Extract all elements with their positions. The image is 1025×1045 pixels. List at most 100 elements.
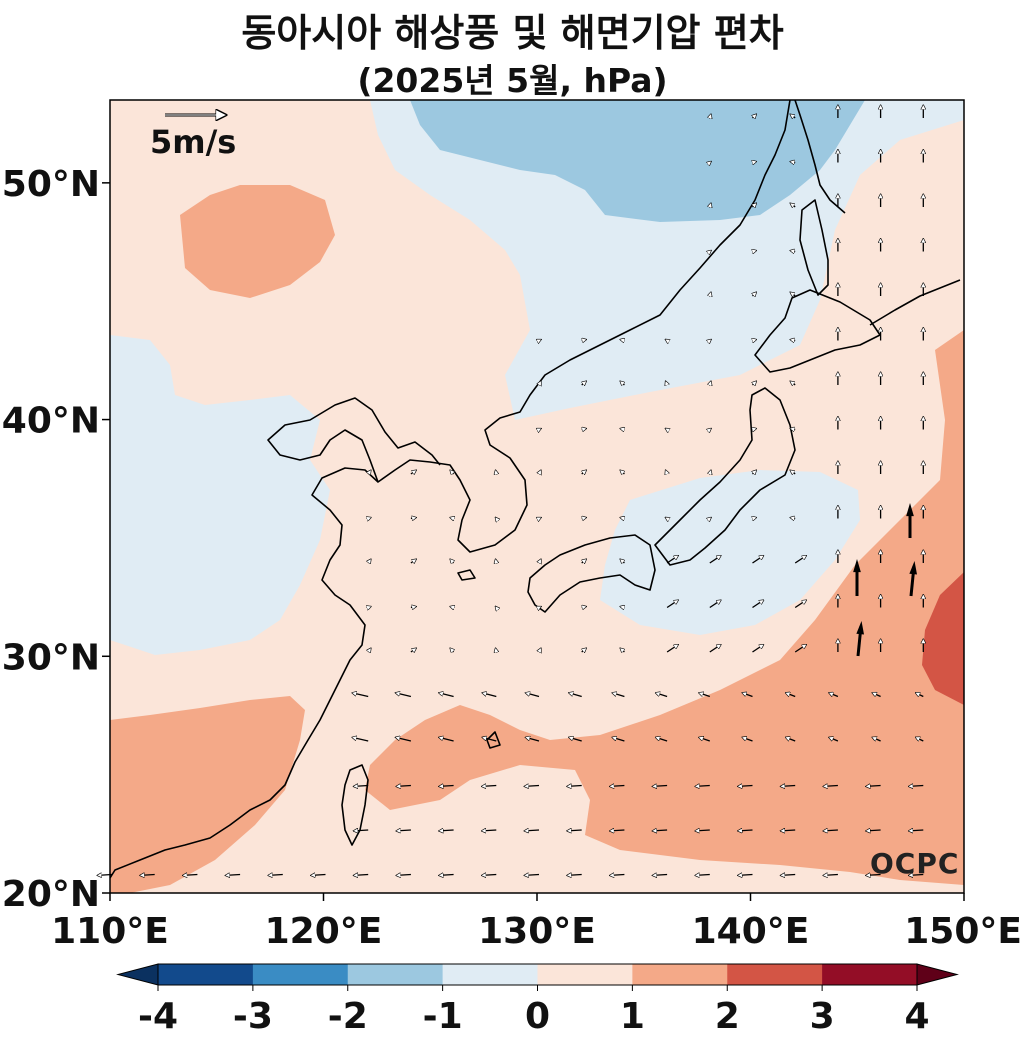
wind-vector <box>582 429 586 430</box>
wind-vector <box>752 600 764 609</box>
wind-vector <box>753 470 757 474</box>
wind-vector <box>582 559 586 563</box>
wind-vector <box>710 251 711 252</box>
wind-vector <box>620 381 624 385</box>
colorbar-label: -2 <box>328 996 368 1037</box>
ocpc-logo: OCPC <box>870 847 959 880</box>
colorbar-swatch <box>537 964 633 985</box>
wind-vector <box>753 429 757 430</box>
wind-vector <box>709 645 721 653</box>
wind-vector <box>794 600 806 609</box>
wind-vector <box>140 875 155 876</box>
wind-vectors <box>98 105 924 875</box>
x-tick-label: 140°E <box>692 911 810 952</box>
wind-vector <box>582 518 586 519</box>
wind-vector <box>794 556 806 564</box>
x-tick-label: 150°E <box>904 911 1022 952</box>
wind-vector <box>620 559 624 563</box>
wind-vector <box>824 875 838 876</box>
wind-vector <box>482 693 497 698</box>
wind-vector <box>354 786 369 787</box>
wind-vector <box>368 559 371 563</box>
wind-vector <box>666 556 678 564</box>
map-title: 동아시아 해상풍 및 해면기압 편차 <box>241 11 784 55</box>
wind-vector <box>610 830 625 831</box>
wind-vector <box>439 830 454 831</box>
wind-vector <box>873 737 881 742</box>
colorbar-over-extend <box>916 963 959 986</box>
wind-vector <box>824 786 838 787</box>
wind-vector <box>496 559 497 563</box>
wind-vector <box>496 648 497 652</box>
wind-vector <box>738 875 753 876</box>
wind-vector <box>567 786 582 787</box>
wind-vector <box>620 518 624 519</box>
coast-sakhalin <box>799 199 829 296</box>
wind-vector <box>709 600 721 609</box>
wind-vector <box>582 340 586 341</box>
wind-vector <box>582 607 586 608</box>
wind-vector <box>525 830 540 831</box>
wind-vector <box>791 292 796 296</box>
wind-vector <box>354 830 369 831</box>
wind-vector <box>368 470 371 474</box>
wind-vector <box>482 875 497 876</box>
positive-region-southchina <box>110 696 305 893</box>
wind-vector <box>620 607 624 608</box>
wind-vector <box>582 648 586 652</box>
wind-vector <box>656 693 668 698</box>
x-tick-label: 130°E <box>478 911 596 952</box>
wind-vector <box>656 737 668 742</box>
wind-vector <box>856 625 863 657</box>
colorbar-swatch <box>442 964 538 985</box>
coast-hokkaido <box>754 289 881 373</box>
wind-vector <box>450 518 453 519</box>
wind-vector <box>567 875 582 876</box>
wind-vector <box>450 470 453 474</box>
map-subtitle: (2025년 5월, hPa) <box>357 61 668 100</box>
reference-vector: 5m/s <box>150 115 236 161</box>
wind-vector <box>791 114 796 118</box>
y-tick-label: 30°N <box>2 637 100 678</box>
y-tick-label: 40°N <box>2 401 100 442</box>
wind-vector <box>569 693 582 698</box>
wind-vector <box>753 162 757 163</box>
wind-vector <box>710 470 711 474</box>
coast-kurils <box>869 279 961 326</box>
colorbar-label: -1 <box>423 996 463 1037</box>
colorbar-label: 1 <box>620 996 645 1037</box>
wind-vector <box>653 875 668 876</box>
wind-vector <box>753 518 757 519</box>
positive2-region-pacific <box>922 572 964 705</box>
wind-vector <box>695 875 710 876</box>
wind-vector <box>397 786 411 787</box>
colorbar-swatch <box>822 964 918 985</box>
wind-vector <box>753 114 757 118</box>
wind-vector <box>368 518 371 519</box>
wind-vector <box>539 429 541 430</box>
wind-vector <box>482 786 497 787</box>
wind-vector <box>525 875 540 876</box>
wind-vector <box>710 340 711 341</box>
colorbar-label: -3 <box>233 996 273 1037</box>
wind-vector <box>539 381 541 385</box>
wind-vector <box>620 429 624 430</box>
colorbar-swatch <box>347 964 444 985</box>
wind-vector <box>410 518 416 519</box>
wind-vector <box>525 786 540 787</box>
negative2-region-north <box>410 100 865 222</box>
wind-vector <box>791 203 796 207</box>
anomaly-field <box>110 100 964 893</box>
wind-vector <box>753 251 757 252</box>
wind-vector <box>753 381 757 385</box>
wind-vector <box>710 381 711 385</box>
wind-vector <box>439 786 454 787</box>
wind-vector <box>397 830 411 831</box>
wind-vector <box>496 518 497 519</box>
wind-vector <box>410 648 416 652</box>
wind-vector <box>866 830 881 831</box>
wind-vector <box>610 786 625 787</box>
wind-vector <box>620 470 624 474</box>
wind-vector <box>666 340 667 341</box>
wind-vector <box>791 162 796 163</box>
